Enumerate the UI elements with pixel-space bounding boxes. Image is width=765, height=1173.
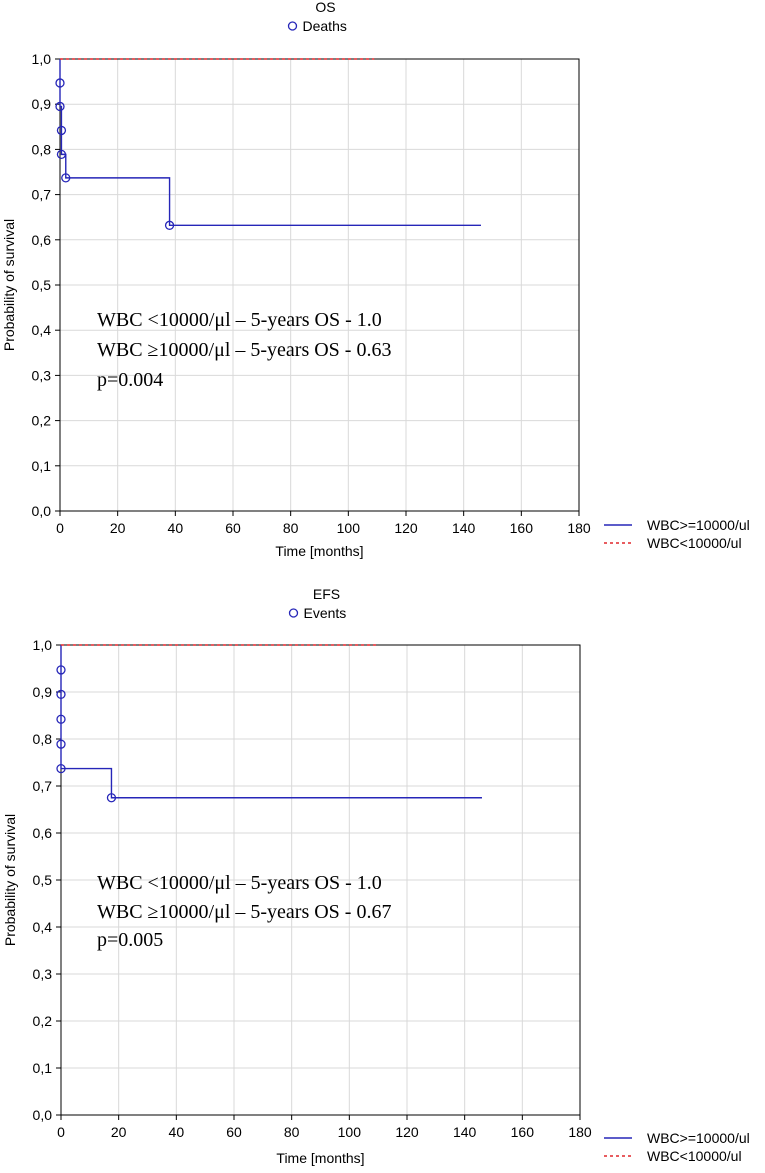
y-tick-label: 0,4 (32, 322, 52, 338)
x-tick-label: 60 (225, 520, 241, 536)
x-tick-label: 80 (284, 1124, 300, 1140)
censor-marker (56, 125, 67, 136)
x-axis-label: Time [months] (276, 1150, 364, 1166)
annotation-text: WBC <10000/μl – 5-years OS - 1.0 (97, 872, 382, 894)
y-tick-label: 0,3 (33, 966, 53, 982)
annotation-text: p=0.005 (97, 929, 163, 951)
y-tick-label: 0,8 (33, 731, 53, 747)
x-tick-label: 60 (226, 1124, 242, 1140)
x-tick-label: 180 (567, 520, 591, 536)
censor-marker (56, 763, 66, 774)
y-tick-label: 0,9 (32, 96, 52, 112)
x-tick-label: 140 (453, 1124, 477, 1140)
censor-marker (56, 665, 66, 675)
censor-marker (106, 793, 117, 803)
x-tick-label: 0 (57, 1124, 65, 1140)
censor-marker (56, 739, 66, 749)
x-tick-label: 40 (169, 1124, 185, 1140)
x-tick-label: 180 (568, 1124, 592, 1140)
censor-marker (56, 689, 66, 699)
y-tick-label: 0,9 (33, 684, 53, 700)
y-tick-label: 0,0 (33, 1107, 53, 1123)
y-tick-label: 1,0 (32, 51, 52, 67)
marker-legend-symbol (287, 21, 298, 31)
legend-label: WBC<10000/ul (647, 1148, 742, 1164)
y-tick-label: 0,7 (32, 187, 52, 203)
y-tick-label: 1,0 (33, 637, 53, 653)
y-tick-label: 0,1 (33, 1060, 53, 1076)
series-line-1 (59, 59, 481, 227)
censor-marker (164, 220, 175, 230)
x-tick-label: 140 (452, 520, 476, 536)
y-tick-label: 0,5 (33, 872, 53, 888)
x-axis-label: Time [months] (275, 543, 363, 559)
chart-title: EFS (313, 586, 340, 602)
x-tick-label: 120 (394, 520, 418, 536)
x-tick-label: 40 (168, 520, 184, 536)
y-tick-label: 0,2 (33, 1013, 53, 1029)
chart-panel-2: 0 20 40 60 80 100 120 140 160 180 0,0 0,1 0,2 0,3 0,4 0… (2, 586, 750, 1166)
marker-legend-symbol (288, 608, 299, 618)
censor-marker (56, 149, 67, 160)
x-tick-label: 100 (337, 520, 361, 536)
censor-marker (55, 78, 65, 88)
y-axis-label: Probability of survival (2, 814, 18, 946)
annotation-text: WBC <10000/μl – 5-years OS - 1.0 (97, 309, 382, 331)
censor-marker (61, 173, 71, 183)
censor-marker (56, 714, 66, 724)
y-axis-label: Probability of survival (1, 219, 17, 351)
series-line-1 (60, 645, 482, 799)
y-tick-label: 0,1 (32, 458, 52, 474)
annotation-text: p=0.004 (97, 369, 163, 391)
legend-label: WBC>=10000/ul (647, 517, 750, 533)
y-tick-label: 0,6 (33, 825, 53, 841)
x-tick-label: 160 (510, 520, 534, 536)
legend-label: WBC>=10000/ul (647, 1130, 750, 1146)
marker-legend-label: Events (304, 605, 347, 621)
x-tick-label: 20 (111, 1124, 127, 1140)
y-tick-label: 0,5 (32, 277, 52, 293)
chart-title: OS (315, 0, 335, 15)
x-tick-label: 80 (283, 520, 299, 536)
x-tick-label: 0 (56, 520, 64, 536)
y-tick-label: 0,2 (32, 413, 52, 429)
legend-label: WBC<10000/ul (647, 535, 742, 551)
x-tick-label: 100 (338, 1124, 362, 1140)
y-tick-label: 0,4 (33, 919, 53, 935)
x-tick-label: 120 (395, 1124, 419, 1140)
y-tick-label: 0,0 (32, 503, 52, 519)
x-tick-label: 160 (511, 1124, 535, 1140)
y-tick-label: 0,3 (32, 367, 52, 383)
y-tick-label: 0,7 (33, 778, 53, 794)
x-tick-label: 20 (110, 520, 126, 536)
marker-legend-label: Deaths (303, 18, 347, 34)
annotation-text: WBC ≥10000/μl – 5-years OS - 0.67 (97, 901, 391, 923)
y-tick-label: 0,8 (32, 141, 52, 157)
annotation-text: WBC ≥10000/μl – 5-years OS - 0.63 (97, 339, 391, 361)
chart-panel-1: 0 20 40 60 80 100 120 140 160 180 0,0 0,1 0,2 0,3 0,4 0… (1, 0, 750, 559)
y-tick-label: 0,6 (32, 232, 52, 248)
censor-marker (55, 101, 65, 112)
